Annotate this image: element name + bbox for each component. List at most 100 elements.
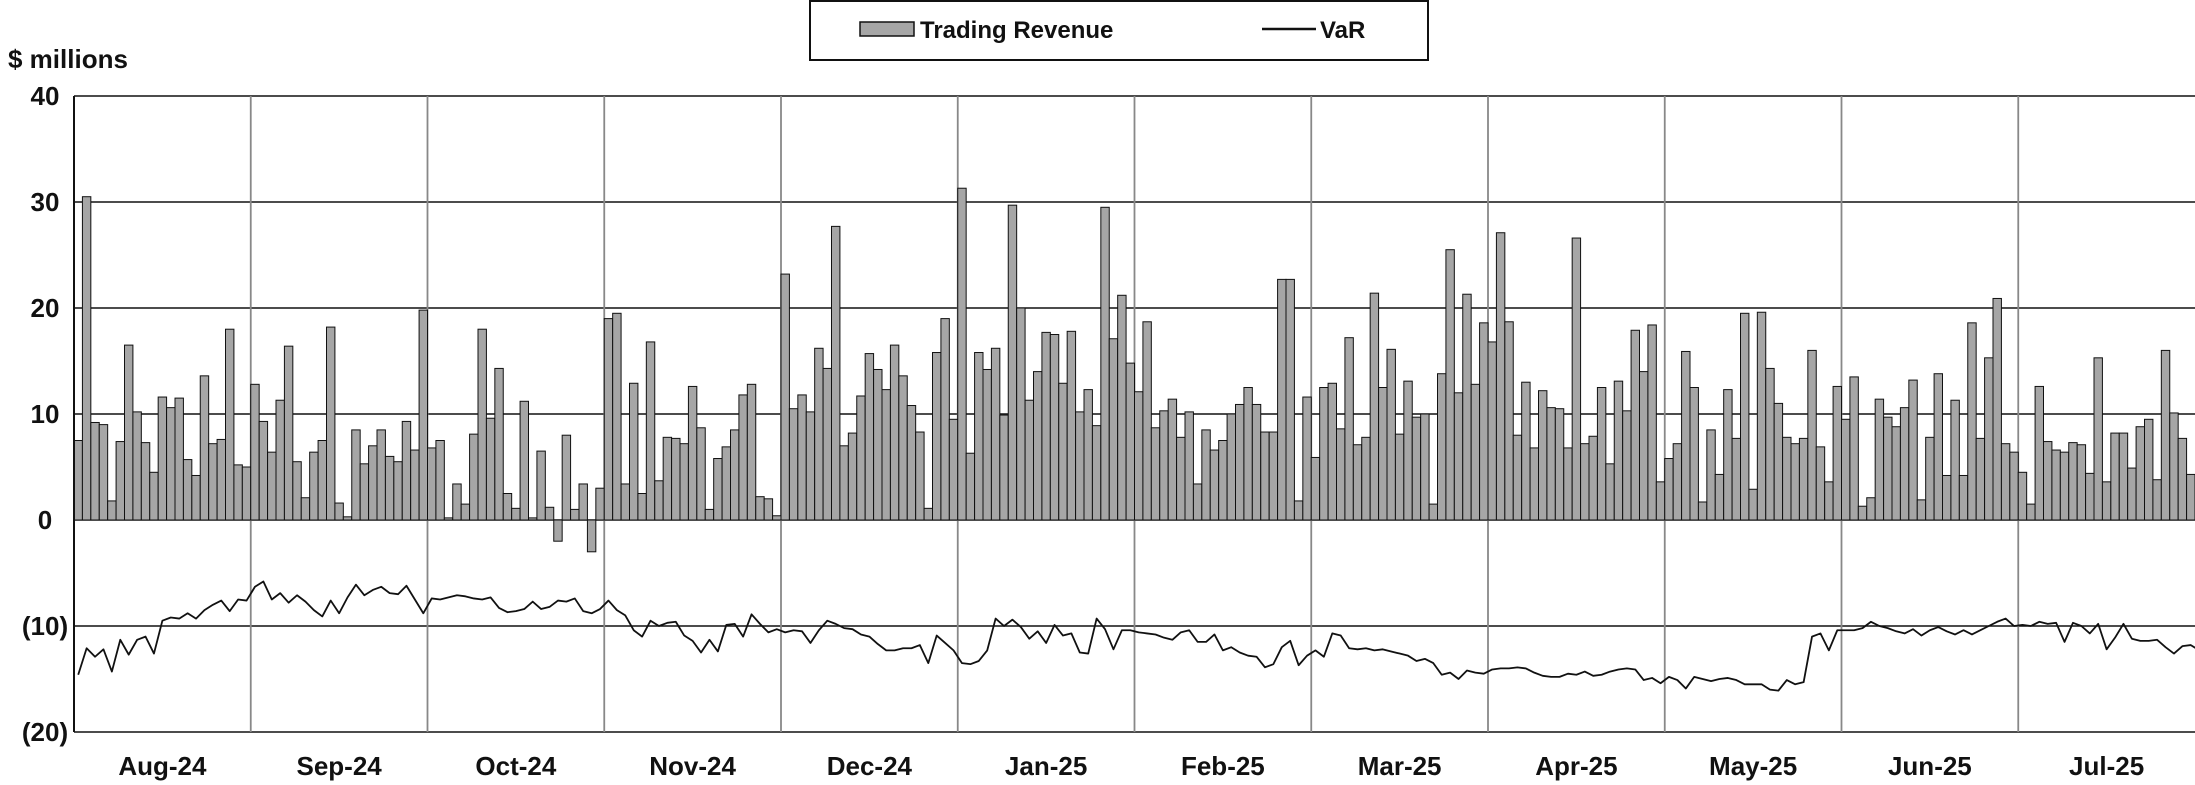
trading-revenue-bar bbox=[528, 517, 538, 521]
trading-revenue-bar bbox=[1731, 437, 1742, 521]
var-line bbox=[77, 580, 2195, 692]
trading-revenue-bar bbox=[1832, 385, 1843, 521]
trading-revenue-bar bbox=[1790, 443, 1800, 521]
trading-revenue-bar bbox=[317, 440, 328, 521]
trading-revenue-bar bbox=[1925, 436, 1935, 521]
trading-revenue-bar bbox=[1369, 292, 1380, 521]
trading-revenue-bar bbox=[957, 187, 967, 521]
trading-revenue-bar bbox=[2059, 451, 2070, 521]
x-tick-label: Mar-25 bbox=[1358, 751, 1442, 781]
trading-revenue-bar bbox=[1176, 436, 1186, 521]
trading-revenue-bar bbox=[469, 433, 479, 521]
trading-revenue-bar bbox=[1293, 500, 1304, 521]
trading-revenue-bar bbox=[1630, 329, 1641, 521]
trading-revenue-bar bbox=[1007, 204, 1018, 521]
trading-revenue-bar bbox=[2152, 479, 2162, 521]
trading-revenue-bar bbox=[1201, 429, 1211, 521]
trading-revenue-bar bbox=[570, 508, 580, 521]
trading-revenue-bar bbox=[1512, 434, 1523, 521]
trading-revenue-bar bbox=[140, 442, 151, 521]
trading-revenue-bar bbox=[182, 459, 193, 521]
trading-revenue-bar bbox=[637, 493, 647, 521]
trading-revenue-bar bbox=[1798, 437, 1809, 521]
trading-revenue-bar bbox=[1108, 338, 1119, 521]
trading-revenue-bar bbox=[1756, 311, 1767, 521]
legend-swatch-trading-revenue bbox=[859, 21, 915, 37]
trading-revenue-bar bbox=[974, 352, 984, 521]
trading-revenue-bar bbox=[553, 519, 563, 542]
trading-revenue-bar bbox=[485, 417, 496, 521]
trading-revenue-bar bbox=[2043, 441, 2053, 521]
trading-revenue-bar bbox=[1815, 446, 1826, 521]
trading-revenue-bar bbox=[1268, 431, 1279, 521]
trading-revenue-bar bbox=[1563, 447, 1573, 521]
trading-revenue-bar bbox=[2135, 426, 2145, 521]
trading-revenue-bar bbox=[1588, 435, 1598, 521]
trading-revenue-bar bbox=[1235, 403, 1245, 521]
trading-revenue-bar bbox=[730, 429, 740, 521]
trading-revenue-bar bbox=[1655, 481, 1666, 521]
trading-revenue-bar bbox=[1554, 408, 1565, 521]
trading-revenue-bar bbox=[275, 399, 285, 521]
trading-revenue-bar bbox=[948, 418, 959, 521]
trading-revenue-bar bbox=[1706, 429, 1716, 521]
trading-revenue-bar bbox=[990, 347, 1001, 521]
trading-revenue-bar bbox=[368, 445, 378, 521]
trading-revenue-bar bbox=[2160, 349, 2171, 521]
trading-revenue-bar bbox=[1529, 447, 1540, 521]
trading-revenue-bar bbox=[1571, 237, 1582, 521]
trading-revenue-bar bbox=[1773, 402, 1784, 521]
trading-revenue-bar bbox=[1883, 416, 1893, 521]
trading-revenue-bar bbox=[915, 431, 925, 521]
trading-revenue-bar bbox=[283, 345, 294, 521]
trading-revenue-bar bbox=[2000, 443, 2011, 521]
trading-revenue-bar bbox=[1487, 341, 1497, 521]
trading-revenue-bar bbox=[704, 508, 715, 521]
trading-revenue-bar bbox=[1874, 398, 1885, 521]
trading-revenue-bar bbox=[1302, 396, 1312, 521]
trading-revenue-bar bbox=[1075, 411, 1085, 521]
trading-revenue-bar bbox=[326, 326, 336, 521]
x-tick-label: Apr-25 bbox=[1535, 751, 1617, 781]
trading-revenue-bar bbox=[1167, 398, 1178, 521]
trading-revenue-bars bbox=[73, 187, 2195, 553]
y-tick-label: 10 bbox=[31, 399, 60, 429]
trading-revenue-bar bbox=[1984, 357, 1994, 521]
trading-revenue-bar bbox=[107, 500, 117, 521]
trading-revenue-bar bbox=[435, 440, 445, 521]
trading-revenue-bar bbox=[149, 471, 159, 521]
trading-revenue-bar bbox=[906, 405, 917, 521]
trading-revenue-bar bbox=[1125, 362, 1136, 521]
trading-revenue-bar bbox=[965, 452, 976, 521]
trading-revenue-bar bbox=[1504, 321, 1514, 521]
trading-revenue-bar bbox=[629, 382, 639, 521]
trading-revenue-bar bbox=[477, 328, 487, 521]
var-line-group bbox=[77, 580, 2195, 692]
trading-revenue-bar bbox=[1033, 371, 1043, 521]
trading-revenue-bar bbox=[2169, 412, 2179, 521]
trading-revenue-bar bbox=[1277, 278, 1287, 521]
trading-revenue-bar bbox=[1437, 373, 1447, 521]
trading-revenue-bar bbox=[2017, 471, 2028, 521]
trading-revenue-bar bbox=[1016, 307, 1026, 521]
legend: Trading Revenue VaR bbox=[809, 0, 1429, 61]
trading-revenue-bar bbox=[1260, 431, 1270, 521]
trading-revenue-bar bbox=[1226, 413, 1237, 521]
trading-revenue-bar bbox=[1251, 403, 1262, 521]
trading-revenue-bar bbox=[1378, 387, 1388, 521]
trading-revenue-bar bbox=[174, 397, 184, 521]
trading-revenue-bar bbox=[1403, 380, 1413, 521]
trading-revenue-bar bbox=[1950, 399, 1960, 521]
trading-revenue-bar bbox=[999, 414, 1009, 521]
trading-revenue-bar bbox=[679, 443, 689, 521]
trading-revenue-bar bbox=[687, 385, 698, 521]
trading-revenue-bar bbox=[401, 420, 412, 521]
trading-revenue-bar bbox=[578, 483, 588, 521]
trading-revenue-bar bbox=[536, 450, 546, 521]
trading-revenue-bar bbox=[2110, 432, 2120, 521]
trading-revenue-bar bbox=[1192, 483, 1203, 521]
y-tick-label: 40 bbox=[31, 81, 60, 111]
trading-revenue-bar bbox=[780, 273, 790, 521]
trading-revenue-bar bbox=[746, 383, 757, 521]
trading-revenue-bar bbox=[671, 437, 681, 521]
